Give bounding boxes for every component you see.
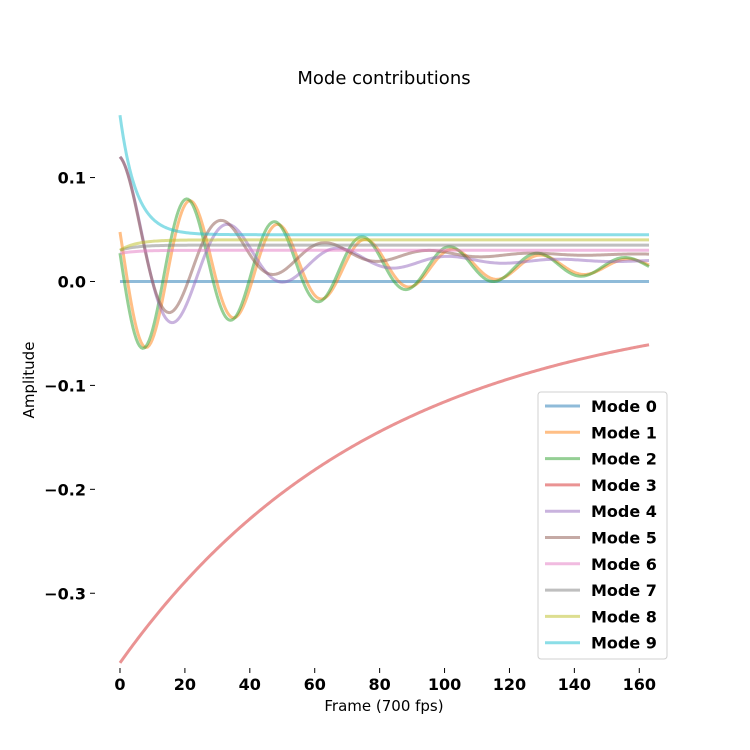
x-tick-label: 100 bbox=[428, 675, 461, 694]
x-tick-label: 0 bbox=[114, 675, 125, 694]
y-tick-label: −0.2 bbox=[44, 480, 86, 499]
series-line-mode-3 bbox=[118, 343, 650, 664]
x-tick-label: 140 bbox=[558, 675, 591, 694]
series-line-mode-2 bbox=[118, 197, 650, 350]
x-tick-label: 160 bbox=[623, 675, 656, 694]
x-axis-ticks: 0 20 40 60 80 100 120 140 160 bbox=[114, 668, 656, 694]
y-axis-label: Amplitude bbox=[20, 342, 38, 419]
series-line-mode-8 bbox=[119, 238, 650, 252]
x-tick-label: 80 bbox=[368, 675, 390, 694]
series-line-mode-9 bbox=[118, 114, 650, 237]
legend-entry: Mode 4 bbox=[591, 502, 657, 521]
legend-entry: Mode 0 bbox=[591, 397, 657, 416]
y-tick-label: −0.1 bbox=[44, 376, 86, 395]
legend-entry: Mode 6 bbox=[591, 555, 657, 574]
legend-entry: Mode 1 bbox=[591, 423, 657, 442]
legend: Mode 0 Mode 1 Mode 2 Mode 3 Mode 4 Mode 5 Mode… bbox=[537, 391, 668, 660]
series-line-mode-4 bbox=[118, 155, 650, 325]
x-tick-label: 40 bbox=[239, 675, 261, 694]
series-line-mode-5 bbox=[118, 155, 650, 315]
legend-entry: Mode 5 bbox=[591, 529, 657, 548]
chart-title: Mode contributions bbox=[297, 68, 470, 89]
y-axis-ticks: 0.1 0.0 −0.1 −0.2 −0.3 bbox=[44, 169, 95, 603]
x-tick-label: 20 bbox=[174, 675, 196, 694]
legend-entry: Mode 7 bbox=[591, 581, 657, 600]
legend-entry: Mode 3 bbox=[591, 476, 657, 495]
legend-entry: Mode 9 bbox=[591, 634, 657, 653]
series-lines bbox=[118, 114, 650, 664]
x-tick-label: 60 bbox=[304, 675, 326, 694]
y-tick-label: 0.0 bbox=[58, 272, 86, 291]
y-tick-label: 0.1 bbox=[58, 169, 86, 188]
series-line-mode-7 bbox=[119, 243, 650, 252]
legend-entry: Mode 2 bbox=[591, 450, 657, 469]
y-tick-label: −0.3 bbox=[44, 584, 86, 603]
series-line-mode-6 bbox=[119, 248, 650, 255]
x-tick-label: 120 bbox=[493, 675, 526, 694]
legend-entry: Mode 8 bbox=[591, 607, 657, 626]
x-axis-label: Frame (700 fps) bbox=[324, 697, 443, 715]
